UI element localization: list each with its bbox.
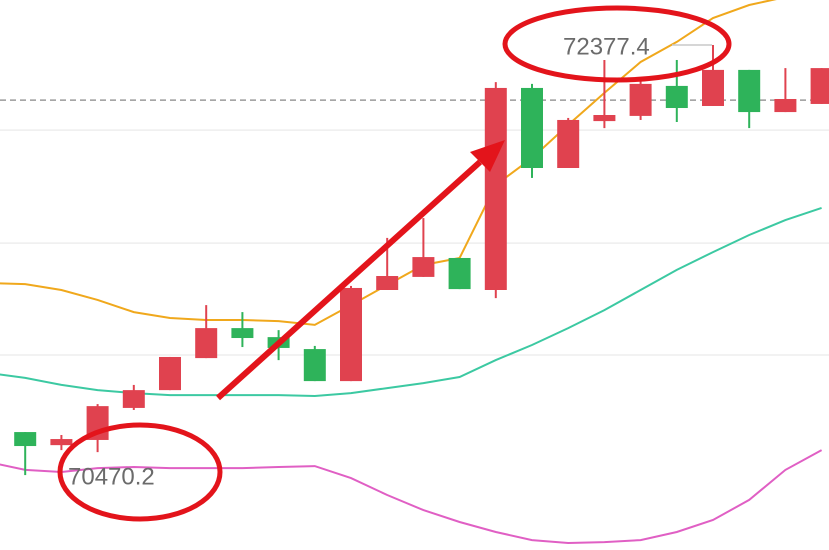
candle-body — [376, 276, 399, 290]
candle-body — [448, 257, 471, 290]
highlight-ellipse — [57, 422, 223, 522]
grid — [0, 99, 829, 356]
candle-body — [231, 328, 254, 339]
candle-body — [738, 69, 761, 113]
min-price-label: 70470.2 — [68, 463, 155, 490]
candles — [14, 45, 829, 476]
max-price-label: 72377.4 — [563, 33, 650, 60]
candle-body — [774, 98, 797, 113]
trend-arrow-shaft — [215, 159, 483, 401]
ma-line — [0, 0, 777, 326]
candle-body — [557, 119, 580, 168]
candle-body — [810, 68, 829, 104]
ma-line — [0, 206, 822, 398]
candle-body — [412, 257, 435, 277]
candle-body — [593, 115, 616, 122]
candle-body — [484, 87, 507, 290]
candle-body — [521, 87, 543, 168]
candle-body — [14, 432, 37, 447]
candle-body — [629, 83, 652, 116]
candle-body — [303, 349, 326, 382]
candle-body — [122, 390, 145, 408]
candle-body — [159, 356, 181, 391]
candle-body — [50, 439, 73, 446]
ma-line — [0, 449, 823, 545]
candle-body — [665, 85, 688, 109]
annotations: 72377.4 70470.2 — [57, 5, 732, 522]
candle-body — [340, 287, 362, 382]
trend-arrow-head — [470, 140, 505, 172]
candle-body — [195, 328, 218, 359]
candle-body — [702, 69, 724, 106]
highlight-ellipse — [502, 5, 732, 83]
